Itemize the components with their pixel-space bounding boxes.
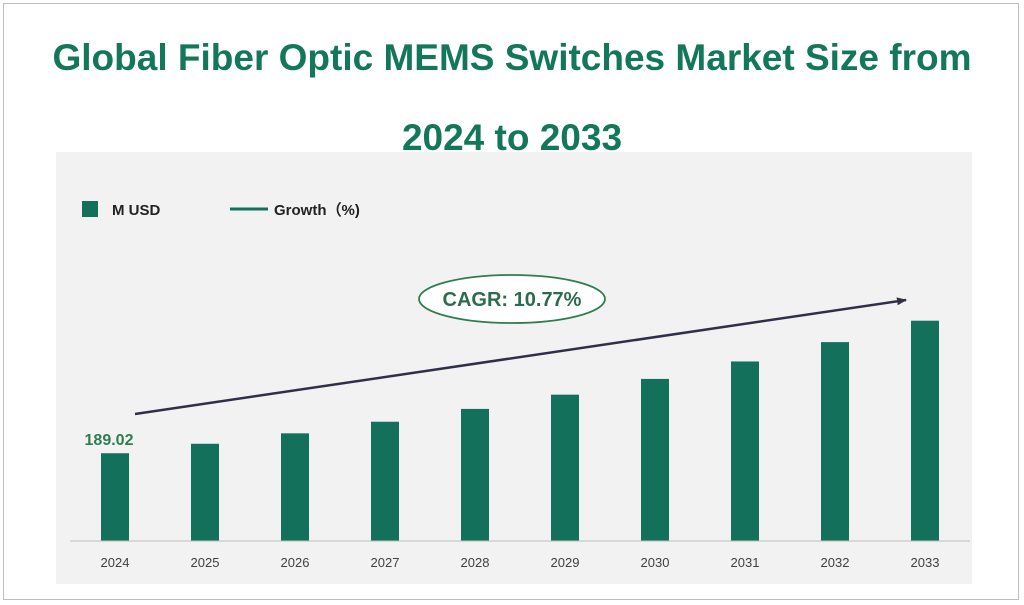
legend-line-label: Growth（%) xyxy=(274,201,360,219)
cagr-label: CAGR: 10.77% xyxy=(443,289,582,311)
x-tick-2030: 2030 xyxy=(641,555,670,570)
chart-title-line-1: Global Fiber Optic MEMS Switches Market … xyxy=(52,37,972,78)
bar-2026 xyxy=(281,433,309,541)
x-tick-2028: 2028 xyxy=(461,555,490,570)
bar-2025 xyxy=(191,443,219,541)
x-tick-2027: 2027 xyxy=(371,555,400,570)
legend-bar-swatch xyxy=(82,201,98,217)
data-label-2024: 189.02 xyxy=(85,432,134,449)
x-tick-2033: 2033 xyxy=(911,555,940,570)
bar-2030 xyxy=(641,378,669,541)
x-tick-2025: 2025 xyxy=(191,555,220,570)
x-tick-labels: 2024 2025 2026 2027 2028 2029 2030 2031 2032 2033 xyxy=(101,555,940,570)
x-tick-2024: 2024 xyxy=(101,555,130,570)
cagr-annotation: CAGR: 10.77% xyxy=(418,274,606,324)
legend: M USD Growth（%) xyxy=(82,201,360,219)
data-labels: 189.02 xyxy=(85,432,134,449)
x-tick-2026: 2026 xyxy=(281,555,310,570)
trend-arrow xyxy=(134,297,907,416)
bar-group xyxy=(101,320,939,541)
bar-2027 xyxy=(371,421,399,541)
bar-2024 xyxy=(101,453,129,541)
bar-2029 xyxy=(551,394,579,541)
cagr-ellipse xyxy=(418,274,606,324)
x-tick-2032: 2032 xyxy=(821,555,850,570)
bar-2028 xyxy=(461,408,489,541)
bar-2031 xyxy=(731,361,759,541)
x-tick-2029: 2029 xyxy=(551,555,580,570)
bar-2033 xyxy=(911,320,939,541)
x-tick-2031: 2031 xyxy=(731,555,760,570)
chart-title-line-2: 2024 to 2033 xyxy=(401,117,623,158)
legend-bar-label: M USD xyxy=(112,202,161,219)
bar-2032 xyxy=(821,342,849,541)
